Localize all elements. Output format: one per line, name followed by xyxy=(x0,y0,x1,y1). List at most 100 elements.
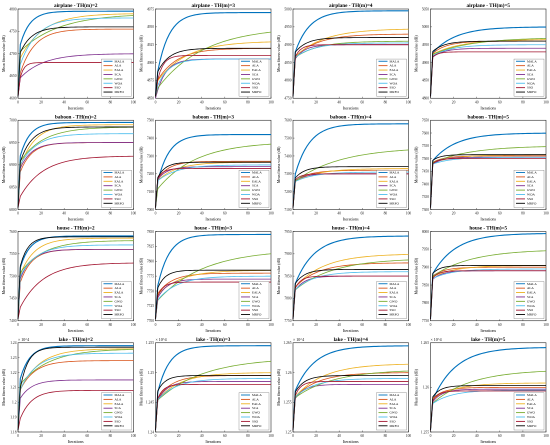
legend-label: ALA xyxy=(115,64,122,68)
x-tick-label: 20 xyxy=(314,323,318,327)
x-tick-label: 20 xyxy=(177,323,181,327)
series-line-sso xyxy=(155,384,271,431)
x-tick-label: 80 xyxy=(521,434,525,438)
y-tick-label: 1.21 xyxy=(10,386,16,390)
x-tick-label: 0 xyxy=(17,323,19,327)
series-line-mrfo xyxy=(17,126,134,208)
series-line-eala xyxy=(155,269,272,319)
series-line-sso xyxy=(17,389,134,431)
series-line-mrfo xyxy=(430,154,546,208)
series-line-mala xyxy=(154,133,271,208)
y-tick-label: 1.25 xyxy=(285,430,291,434)
x-tick-label: 40 xyxy=(62,100,66,104)
series-line-sca xyxy=(17,142,134,208)
legend-label: ALA xyxy=(115,286,122,290)
x-tick-label: 20 xyxy=(39,100,43,104)
x-axis-label: Iterations xyxy=(205,105,221,110)
legend-label: SSO xyxy=(527,86,534,90)
legend-label: SSO xyxy=(527,308,534,312)
x-axis-label: Iterations xyxy=(343,328,359,333)
x-tick-label: 60 xyxy=(86,434,90,438)
x-axis-label: Iterations xyxy=(205,439,221,444)
legend-label: EALA xyxy=(252,291,261,295)
y-tick-label: 6950 xyxy=(9,141,16,145)
legend-label: EALA xyxy=(527,402,536,406)
y-tick-label: 7400 xyxy=(147,136,154,140)
chart-panel: lake - TH(m)=3 × 10^4 Mean fitness value (… xyxy=(140,336,274,444)
x-tick-label: 20 xyxy=(452,323,456,327)
y-tick-label: 7500 xyxy=(284,136,291,140)
legend-label: WOA xyxy=(527,304,535,308)
series-line-sso xyxy=(17,155,134,208)
y-axis-label: Mean fitness value (dB) xyxy=(2,146,6,183)
y-tick-label: 7550 xyxy=(422,144,429,148)
x-tick-label: 40 xyxy=(337,323,341,327)
y-tick-label: 1.25 xyxy=(148,371,154,375)
series-line-gwo xyxy=(155,143,272,208)
chart-panel: house - TH(m)=3 Mean fitness value (dB) It… xyxy=(140,225,274,333)
legend-label: ALA xyxy=(527,397,534,401)
x-tick-label: 60 xyxy=(498,212,502,216)
y-tick-label: 7800 xyxy=(284,297,291,301)
y-tick-label: 7600 xyxy=(9,230,16,234)
series-line-ala xyxy=(17,28,134,97)
x-tick-label: 20 xyxy=(314,100,318,104)
y-axis-label: Mean fitness value (dB) xyxy=(277,35,281,72)
series-line-mala xyxy=(292,123,409,208)
series-line-woa xyxy=(430,156,547,208)
legend-label: ALA xyxy=(527,64,534,68)
chart-title: lake - TH(m)=4 xyxy=(334,336,369,343)
x-axis-label: Iterations xyxy=(343,439,359,444)
legend-label: ALA xyxy=(390,175,397,179)
legend-label: GWO xyxy=(390,299,398,303)
x-axis-label: Iterations xyxy=(205,217,221,222)
x-tick-label: 80 xyxy=(521,212,525,216)
x-tick-label: 60 xyxy=(86,212,90,216)
x-axis-label: Iterations xyxy=(68,217,84,222)
x-tick-label: 80 xyxy=(384,434,388,438)
y-tick-label: 7900 xyxy=(422,266,429,270)
y-tick-label: 1.255 xyxy=(146,341,154,345)
x-tick-label: 100 xyxy=(131,212,137,216)
series-line-woa xyxy=(17,352,134,431)
y-tick-label: 7825 xyxy=(147,245,154,249)
series-line-ala xyxy=(430,386,546,431)
legend-label: GWO xyxy=(252,77,260,81)
y-tick-label: 7100 xyxy=(147,190,154,194)
y-tick-label: 4650 xyxy=(9,74,16,78)
y-tick-label: 7800 xyxy=(147,260,154,264)
legend-label: ALA xyxy=(252,175,259,179)
x-tick-label: 0 xyxy=(430,434,432,438)
x-tick-label: 100 xyxy=(543,212,549,216)
series-line-mrfo xyxy=(155,269,271,319)
series-line-woa xyxy=(17,17,134,97)
series-line-sca xyxy=(430,47,546,97)
y-tick-label: 5000 xyxy=(284,7,291,11)
x-tick-label: 100 xyxy=(268,323,274,327)
y-tick-label: 1.26 xyxy=(285,371,291,375)
legend-label: WOA xyxy=(527,415,535,419)
y-tick-label: 1.23 xyxy=(10,356,16,360)
y-tick-label: 7650 xyxy=(422,119,429,123)
y-tick-label: 7950 xyxy=(422,248,429,252)
legend-label: SCA xyxy=(115,184,122,188)
legend-label: GWO xyxy=(252,299,260,303)
y-tick-label: 7300 xyxy=(422,208,429,212)
legend-label: MALA xyxy=(115,282,125,286)
legend-label: MRFO xyxy=(527,424,537,428)
legend-label: SCA xyxy=(115,295,122,299)
series-line-mala xyxy=(154,12,271,97)
chart-panel: lake - TH(m)=2 × 10^4 Mean fitness value (… xyxy=(2,336,136,444)
series-line-gwo xyxy=(292,370,409,431)
legend-label: GWO xyxy=(527,77,535,81)
x-tick-label: 20 xyxy=(39,434,43,438)
legend-label: GWO xyxy=(115,188,123,192)
legend-label: SCA xyxy=(252,184,259,188)
series-line-sso xyxy=(155,55,271,97)
legend-label: MRFO xyxy=(252,313,262,317)
legend-label: SSO xyxy=(390,419,397,423)
series-line-woa xyxy=(292,271,409,319)
legend-label: MALA xyxy=(115,393,125,397)
legend-label: SSO xyxy=(115,308,122,312)
